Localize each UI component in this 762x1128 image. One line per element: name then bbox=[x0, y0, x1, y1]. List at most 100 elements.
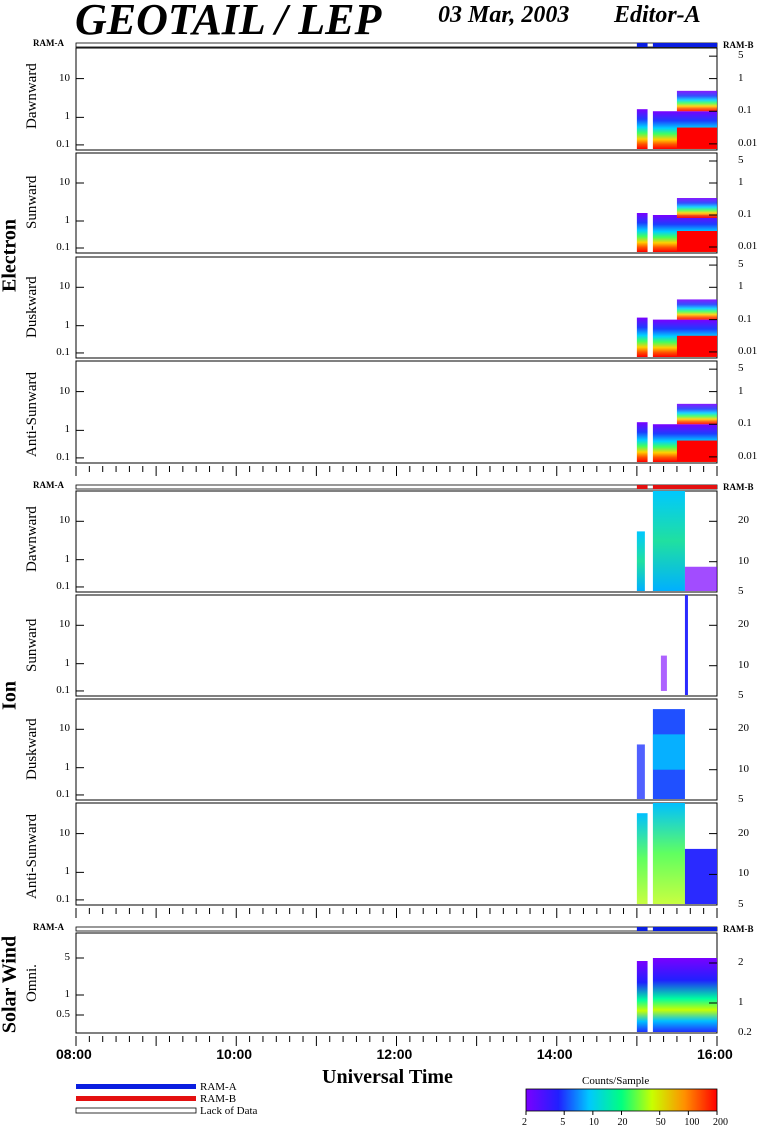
y-tick-label-left: 10 bbox=[59, 71, 70, 84]
spectrogram-fill bbox=[636, 213, 648, 252]
y-tick-label-left: 1 bbox=[64, 214, 71, 226]
ram-a-label: RAM-A bbox=[33, 480, 64, 490]
y-tick-label-left: 10 bbox=[59, 384, 70, 397]
spectrogram-fill bbox=[660, 655, 667, 691]
y-tick-label-right: 0.1 bbox=[738, 208, 752, 220]
ram-b-label: RAM-B bbox=[723, 482, 754, 492]
spectrogram-fill bbox=[652, 958, 717, 1032]
group-label-ion: Ion bbox=[0, 681, 21, 710]
legend-lack-bar bbox=[75, 1107, 197, 1114]
y-tick-label-right: 0.01 bbox=[738, 449, 758, 462]
y-tick-label-right: 0.1 bbox=[738, 417, 752, 430]
panel-frame bbox=[75, 490, 718, 593]
y-tick-label-right: 1 bbox=[738, 176, 744, 188]
ram-bar-segment bbox=[636, 927, 648, 931]
colorbar-tick-label: 200 bbox=[713, 1117, 728, 1128]
y-tick-label-left: 0.1 bbox=[56, 137, 70, 150]
spectrogram-fill bbox=[676, 403, 717, 425]
y-tick-label-right: 5 bbox=[738, 154, 744, 166]
ram-bar-segment bbox=[652, 485, 717, 489]
panel-label: Sunward bbox=[24, 618, 40, 672]
y-tick-label-right: 20 bbox=[738, 826, 749, 839]
y-tick-label-left: 1 bbox=[64, 318, 71, 331]
y-tick-label-left: 1 bbox=[64, 865, 71, 878]
ram-bar-frame bbox=[75, 484, 718, 490]
y-tick-label-left: 1 bbox=[64, 760, 71, 773]
y-tick-label-left: 10 bbox=[59, 618, 70, 631]
panel-frame bbox=[75, 47, 718, 151]
spectrogram-fill bbox=[676, 127, 717, 148]
y-tick-label-right: 0.1 bbox=[738, 104, 752, 117]
colorbar-tick-label: 100 bbox=[684, 1117, 700, 1128]
y-tick-label-right: 10 bbox=[738, 867, 749, 880]
ram-a-label: RAM-A bbox=[33, 922, 64, 932]
x-tick-label: 14:00 bbox=[536, 1046, 573, 1062]
spectrogram-fill bbox=[676, 198, 717, 218]
y-tick-label-right: 20 bbox=[738, 514, 749, 527]
colorbar-tick-label: 2 bbox=[522, 1117, 527, 1128]
y-tick-label-left: 5 bbox=[64, 951, 71, 963]
y-tick-label-right: 0.2 bbox=[738, 1026, 752, 1038]
spectrogram-fill bbox=[636, 422, 648, 462]
spectrogram-fill bbox=[684, 566, 717, 591]
spectrogram-fill bbox=[684, 595, 688, 695]
ram-bar-frame bbox=[75, 926, 718, 932]
spectrogram-fill bbox=[636, 961, 648, 1032]
colorbar bbox=[525, 1088, 718, 1112]
panel-frame bbox=[75, 802, 718, 906]
spectrogram-fill bbox=[676, 299, 717, 320]
colorbar-tick-label: 20 bbox=[617, 1117, 628, 1128]
panel-label: Duskward bbox=[24, 717, 40, 780]
y-tick-label-right: 5 bbox=[738, 898, 744, 910]
panel-frame bbox=[75, 256, 718, 359]
y-tick-label-right: 2 bbox=[738, 956, 744, 968]
x-tick-label: 12:00 bbox=[376, 1046, 413, 1062]
y-tick-label-left: 0.1 bbox=[56, 579, 70, 592]
y-tick-label-left: 1 bbox=[64, 110, 71, 123]
y-tick-label-right: 0.01 bbox=[738, 136, 758, 149]
y-tick-label-left: 0.1 bbox=[56, 892, 70, 905]
y-tick-label-left: 0.1 bbox=[56, 450, 70, 463]
y-tick-label-right: 5 bbox=[738, 793, 744, 805]
y-tick-label-right: 0.01 bbox=[738, 344, 758, 357]
colorbar-tick-label: 10 bbox=[588, 1117, 599, 1128]
spectrogram-fill bbox=[636, 109, 648, 149]
legend-ram-b-label: RAM-B bbox=[200, 1093, 237, 1105]
editor-label: Editor-A bbox=[614, 2, 701, 28]
x-axis-label: Universal Time bbox=[322, 1066, 453, 1088]
y-tick-label-right: 5 bbox=[738, 258, 744, 271]
y-tick-label-left: 1 bbox=[64, 423, 71, 436]
panel-frame bbox=[75, 932, 718, 1034]
y-tick-label-left: 0.1 bbox=[56, 683, 70, 696]
group-label-solar-wind: Solar Wind bbox=[0, 935, 21, 1034]
y-tick-label-left: 1 bbox=[64, 656, 71, 669]
spectrogram-fill bbox=[652, 491, 685, 591]
y-tick-label-right: 1 bbox=[738, 280, 744, 293]
y-tick-label-right: 1 bbox=[738, 384, 744, 397]
legend-lack-label: Lack of Data bbox=[200, 1105, 258, 1117]
y-tick-label-right: 10 bbox=[738, 658, 749, 671]
y-tick-label-left: 10 bbox=[59, 280, 70, 293]
ram-bar-segment bbox=[636, 43, 648, 47]
y-tick-label-left: 0.1 bbox=[56, 787, 70, 800]
panel-label: Omni. bbox=[24, 963, 40, 1002]
group-label-electron: Electron bbox=[0, 219, 21, 292]
y-tick-label-left: 10 bbox=[59, 176, 70, 188]
colorbar-title: Counts/Sample bbox=[582, 1075, 650, 1087]
y-tick-label-left: 10 bbox=[59, 722, 70, 735]
y-tick-label-right: 1 bbox=[738, 996, 744, 1008]
chart-title: GEOTAIL / LEP bbox=[75, 0, 382, 44]
legend-ram-a-label: RAM-A bbox=[200, 1081, 237, 1093]
y-tick-label-left: 1 bbox=[64, 552, 71, 565]
y-tick-label-right: 10 bbox=[738, 762, 749, 775]
spectrogram-fill bbox=[636, 317, 648, 357]
y-tick-label-right: 5 bbox=[738, 585, 744, 597]
ram-bar-segment bbox=[652, 43, 717, 47]
legend-ram-a-bar bbox=[76, 1084, 196, 1089]
spectrogram-fill bbox=[676, 440, 717, 461]
spectrogram-fill bbox=[684, 848, 717, 904]
ram-b-label: RAM-B bbox=[723, 924, 754, 934]
legend-ram-b-bar bbox=[76, 1096, 196, 1101]
y-tick-label-right: 10 bbox=[738, 554, 749, 567]
